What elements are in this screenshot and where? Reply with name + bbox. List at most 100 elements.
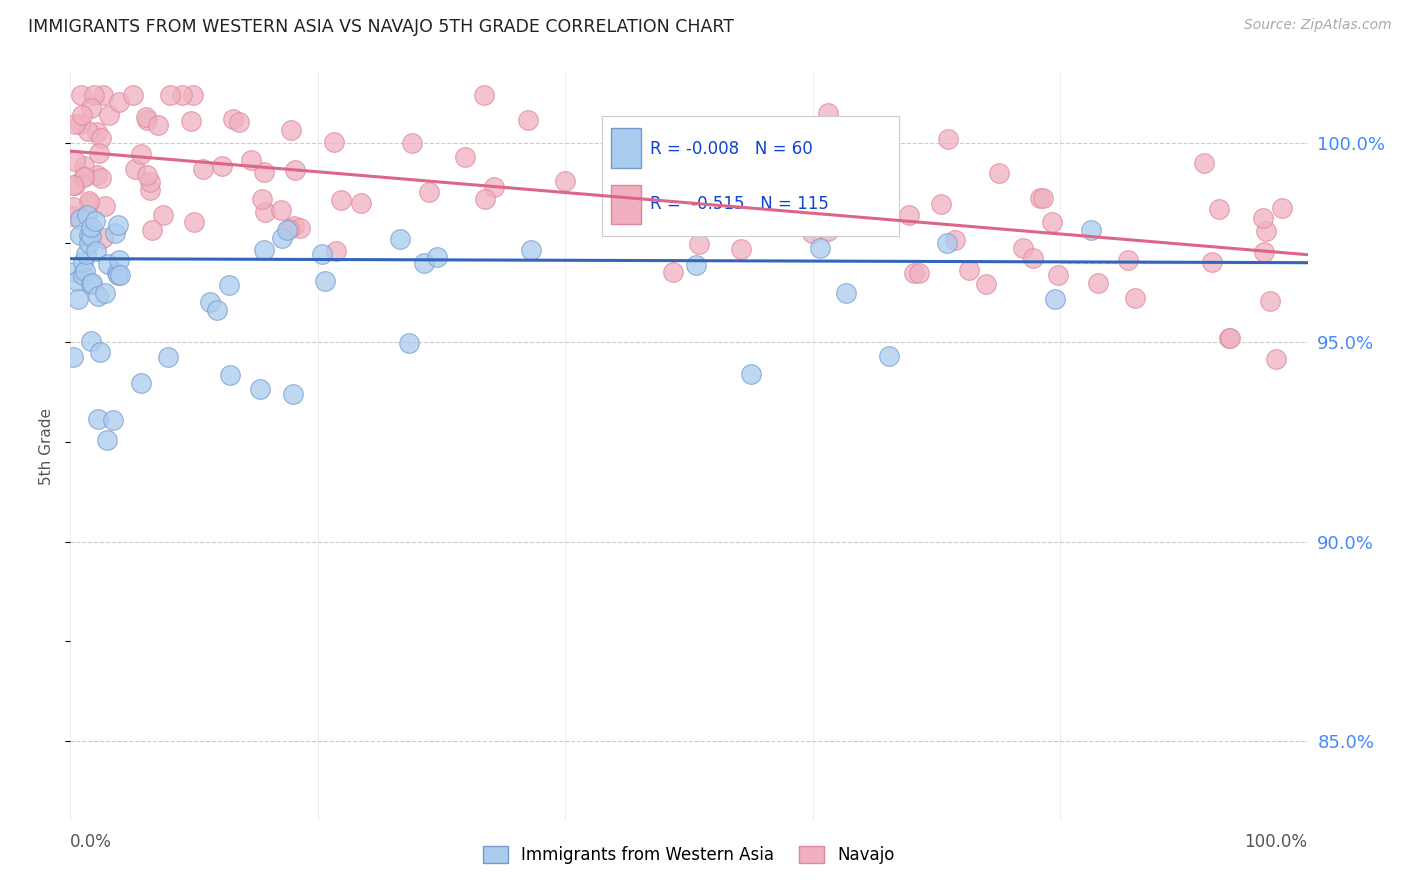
Point — [80, 101, 103, 115]
Point — [1046, 268, 1069, 283]
Point — [94, 199, 117, 213]
Point — [76, 208, 98, 222]
Point — [73, 169, 96, 184]
Point — [136, 112, 159, 127]
Point — [606, 210, 628, 224]
Point — [662, 265, 685, 279]
Point — [180, 114, 202, 128]
Point — [1087, 276, 1109, 290]
Point — [322, 135, 344, 149]
Text: IMMIGRANTS FROM WESTERN ASIA VS NAVAJO 5TH GRADE CORRELATION CHART: IMMIGRANTS FROM WESTERN ASIA VS NAVAJO 5… — [28, 18, 734, 36]
Point — [281, 387, 304, 401]
Point — [908, 266, 931, 280]
Point — [769, 192, 792, 206]
Point — [97, 257, 120, 271]
Point — [614, 189, 637, 203]
Point — [211, 159, 233, 173]
Point — [94, 286, 117, 301]
Point — [66, 274, 89, 288]
Point — [107, 218, 129, 232]
Point — [69, 211, 91, 226]
Point — [222, 112, 245, 126]
Point — [957, 263, 980, 277]
Point — [554, 174, 576, 188]
Point — [976, 277, 998, 291]
Point — [86, 125, 108, 139]
Point — [66, 292, 89, 306]
Point — [659, 174, 682, 188]
Point — [740, 368, 762, 382]
Point — [89, 145, 111, 160]
Point — [800, 226, 823, 240]
Point — [877, 349, 900, 363]
Point — [183, 215, 205, 229]
Point — [205, 303, 228, 318]
Point — [517, 113, 540, 128]
Point — [520, 244, 543, 258]
Point — [63, 265, 86, 279]
Point — [73, 264, 96, 278]
Point — [835, 286, 858, 301]
Point — [87, 289, 110, 303]
Point — [1264, 352, 1286, 367]
Point — [70, 108, 93, 122]
Point — [1201, 254, 1223, 268]
Point — [62, 200, 84, 214]
Point — [1022, 251, 1045, 265]
Point — [1043, 292, 1066, 306]
Y-axis label: 5th Grade: 5th Grade — [39, 408, 55, 484]
Point — [474, 192, 496, 206]
Point — [135, 168, 157, 182]
Point — [73, 160, 96, 174]
Point — [75, 246, 97, 260]
Point — [91, 231, 114, 245]
Legend: Immigrants from Western Asia, Navajo: Immigrants from Western Asia, Navajo — [475, 838, 903, 872]
Point — [87, 412, 110, 426]
Point — [810, 241, 832, 255]
Point — [129, 376, 152, 390]
Point — [1208, 202, 1230, 216]
Point — [124, 162, 146, 177]
Point — [1123, 291, 1146, 305]
Point — [484, 180, 506, 194]
Point — [1271, 201, 1294, 215]
Point — [603, 128, 626, 143]
Point — [183, 88, 205, 103]
Point — [90, 131, 112, 145]
Point — [72, 268, 94, 283]
Point — [86, 168, 108, 182]
Point — [862, 205, 884, 219]
Point — [1080, 223, 1102, 237]
Point — [418, 185, 440, 199]
Point — [84, 244, 107, 258]
Point — [83, 214, 105, 228]
Point — [107, 253, 129, 268]
Point — [240, 153, 263, 167]
Point — [682, 211, 704, 226]
Point — [1116, 252, 1139, 267]
Point — [253, 244, 276, 258]
Point — [283, 219, 305, 234]
Point — [152, 208, 174, 222]
Point — [943, 233, 966, 247]
Point — [97, 107, 120, 121]
Point — [1218, 331, 1240, 345]
Text: 0.0%: 0.0% — [70, 832, 112, 851]
Point — [1260, 294, 1282, 309]
Point — [288, 221, 311, 235]
Point — [673, 198, 696, 212]
Point — [89, 345, 111, 359]
Point — [107, 266, 129, 280]
Point — [138, 183, 160, 197]
Point — [1219, 331, 1241, 345]
Point — [389, 232, 412, 246]
Point — [77, 194, 100, 209]
Point — [191, 161, 214, 176]
Point — [987, 166, 1010, 180]
Point — [270, 230, 292, 244]
Point — [69, 88, 91, 103]
Point — [1251, 211, 1274, 225]
Point — [685, 258, 707, 272]
Point — [141, 222, 163, 236]
Point — [198, 295, 221, 310]
